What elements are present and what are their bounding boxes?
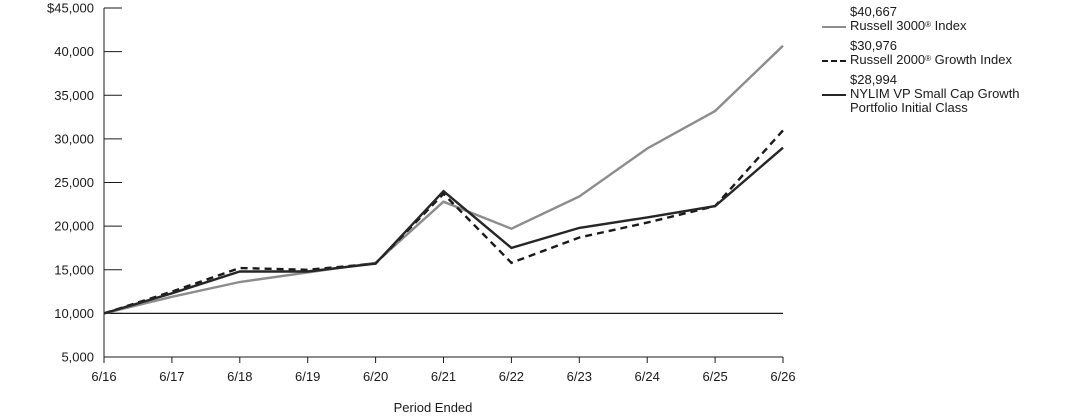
y-axis: 5,000 10,000 15,000 20,000 25,000 30,000 35,00…: [47, 1, 122, 365]
legend: $40,667 Russell 3000® Index $30,976 Russ…: [822, 5, 1084, 121]
legend-item-russell-3000: $40,667 Russell 3000® Index: [822, 5, 1084, 33]
x-axis-title: Period Ended: [394, 400, 473, 415]
x-tick-label: 6/19: [295, 369, 320, 384]
legend-item-russell-2000-growth: $30,976 Russell 2000® Growth Index: [822, 39, 1084, 67]
x-tick-label: 6/22: [499, 369, 524, 384]
x-tick-label: 6/16: [91, 369, 116, 384]
series-layer: [103, 44, 784, 315]
x-tick-label: 6/18: [227, 369, 252, 384]
y-tick-label: $45,000: [47, 1, 94, 16]
legend-swatch-nylim-vp-small-cap-growth: [822, 94, 846, 96]
series-line-russell-3000-index: [103, 44, 784, 315]
series-line-russell-2000-growth-index: [103, 129, 784, 315]
series-line-nylim-vp-small-cap-growth-portfolio-initial-class: [103, 146, 784, 315]
x-tick-label: 6/24: [635, 369, 660, 384]
legend-label-russell-3000: Russell 3000® Index: [850, 18, 967, 33]
legend-item-nylim-vp-small-cap-growth: $28,994 NYLIM VP Small Cap Growth Portfo…: [822, 73, 1084, 115]
y-tick-label: 10,000: [54, 306, 94, 321]
y-tick-label: 30,000: [54, 131, 94, 146]
x-tick-label: 6/25: [702, 369, 727, 384]
y-tick-label: 35,000: [54, 88, 94, 103]
y-tick-label: 40,000: [54, 44, 94, 59]
legend-label-nylim-vp-small-cap-growth: NYLIM VP Small Cap Growth Portfolio Init…: [850, 86, 1020, 115]
x-tick-label: 6/26: [770, 369, 795, 384]
y-tick-label: 20,000: [54, 219, 94, 234]
x-tick-label: 6/17: [159, 369, 184, 384]
y-tick-label: 25,000: [54, 175, 94, 190]
x-axis: 6/16 6/17 6/18 6/19 6/20 6/21 6/22 6/23 6/24 6/25…: [91, 356, 796, 384]
x-tick-label: 6/23: [567, 369, 592, 384]
line-chart: 5,000 10,000 15,000 20,000 25,000 30,000 35,00…: [47, 1, 796, 416]
y-tick-label: 5,000: [61, 350, 94, 365]
legend-value-nylim-vp-small-cap-growth: $28,994: [850, 72, 897, 87]
legend-value-russell-2000-growth: $30,976: [850, 38, 897, 53]
x-tick-label: 6/20: [363, 369, 388, 384]
legend-swatch-russell-2000-growth: [822, 60, 846, 62]
x-tick-label: 6/21: [431, 369, 456, 384]
legend-value-russell-3000: $40,667: [850, 4, 897, 19]
legend-label-russell-2000-growth: Russell 2000® Growth Index: [850, 52, 1012, 67]
legend-swatch-russell-3000: [822, 26, 846, 28]
y-tick-label: 15,000: [54, 262, 94, 277]
